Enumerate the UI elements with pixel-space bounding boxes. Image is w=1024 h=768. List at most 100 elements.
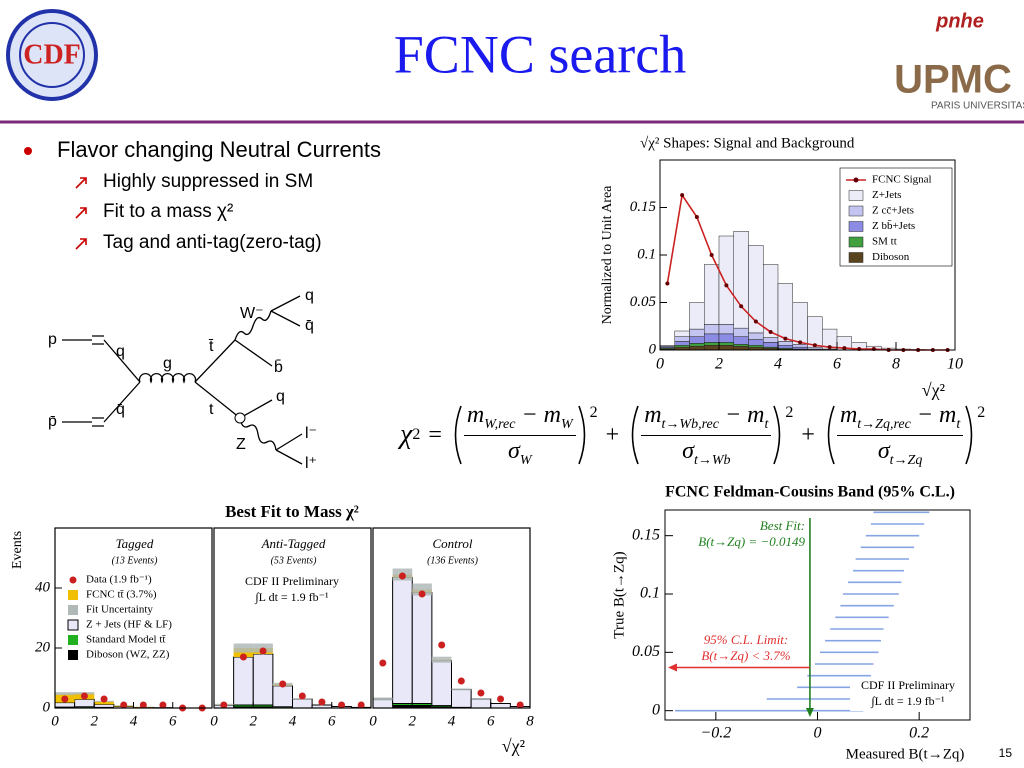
data-point xyxy=(477,689,485,697)
legend-label: Z+Jets xyxy=(872,189,901,201)
x-tick-label: 0 xyxy=(210,713,218,729)
bullet-dot xyxy=(24,147,32,155)
diagram-label: q xyxy=(276,388,285,405)
fit-uncertainty xyxy=(412,583,432,596)
subscript: W xyxy=(560,416,573,432)
fit-uncertainty xyxy=(233,643,254,653)
hist-bar xyxy=(733,344,749,347)
x-tick-label: 0 xyxy=(51,713,59,729)
eq-equals: = xyxy=(428,421,442,448)
legend-swatch xyxy=(848,190,864,201)
hist-bar xyxy=(792,346,808,350)
y-tick-label: 0 xyxy=(43,699,51,715)
denominator: σt→Zq xyxy=(878,436,923,469)
x-tick-label: 0 xyxy=(814,725,822,742)
data-point xyxy=(159,701,167,709)
panel-subtitle: (13 Events) xyxy=(112,555,158,566)
data-point xyxy=(61,695,69,703)
data-point xyxy=(318,698,326,706)
x-tick-label: 6 xyxy=(487,713,495,729)
legend-label: Diboson (WZ, ZZ) xyxy=(86,649,170,661)
y-tick-label: 0 xyxy=(652,701,660,718)
hist-bar xyxy=(792,344,808,348)
symbol: m xyxy=(839,402,858,428)
fraction: mt→Wb,rec − mt σt→Wb xyxy=(641,402,772,469)
eq-power: 2 xyxy=(412,426,421,444)
legend-label: Z bb̄+Jets xyxy=(872,220,915,232)
best-fit-arrow xyxy=(805,708,814,717)
line xyxy=(194,339,273,419)
z-boson xyxy=(239,417,277,451)
symbol: m xyxy=(644,402,662,428)
signal-marker xyxy=(709,253,714,257)
denominator: σt→Wb xyxy=(682,436,730,469)
hist-bar xyxy=(792,302,808,345)
eq-plus: + xyxy=(605,421,620,448)
hist-bar xyxy=(689,302,705,330)
hist-bar xyxy=(411,592,433,704)
y-tick-label: 0.05 xyxy=(630,294,657,310)
symbol: σ xyxy=(508,437,520,464)
hist-bar xyxy=(674,345,690,348)
diagram-label: p xyxy=(48,331,57,348)
hist-bar xyxy=(54,702,76,708)
hist-bar xyxy=(763,264,779,338)
best-fit-label: B(t→Zq) = −0.0149 xyxy=(698,534,805,549)
annotation-box xyxy=(850,677,968,711)
line xyxy=(270,295,301,327)
hist-bar xyxy=(718,342,734,346)
legend-label: FCNC Signal xyxy=(872,174,932,186)
paren xyxy=(827,406,835,465)
subscript: t→Wb,rec xyxy=(661,416,719,432)
y-tick-label: 0.1 xyxy=(640,585,660,602)
numerator: mW,rec − mW xyxy=(463,402,576,436)
data-point xyxy=(279,680,287,688)
y-tick-label: 40 xyxy=(35,579,51,595)
y-tick-label: 0.15 xyxy=(630,199,657,215)
fit-uncertainty xyxy=(451,688,472,691)
data-point xyxy=(398,572,406,580)
hist-bar xyxy=(272,685,293,708)
x-tick-label: 4 xyxy=(448,713,456,729)
hist-bar xyxy=(733,327,749,337)
hist-bar xyxy=(233,706,254,708)
symbol: − m xyxy=(724,402,765,428)
data-point xyxy=(259,647,267,655)
logo-left: CDF xyxy=(23,39,81,70)
limit-label: B(t→Zq) < 3.7% xyxy=(701,648,790,663)
sub-bullet-icon xyxy=(75,177,87,189)
eq-power: 2 xyxy=(785,404,794,421)
x-axis-label: √χ² xyxy=(502,736,525,756)
hist-bar xyxy=(490,703,511,709)
hist-bar xyxy=(733,336,749,345)
y-axis-label: Normalized to Unit Area xyxy=(600,185,615,325)
subscript: t xyxy=(956,416,961,432)
paren xyxy=(773,406,781,465)
data-point xyxy=(457,677,465,685)
y-axis-label: True B(t→Zq) xyxy=(611,551,627,638)
paren xyxy=(965,406,973,465)
subscript: t→Zq xyxy=(889,452,923,468)
sub-bullet: Fit to a mass χ² xyxy=(103,201,233,222)
paren-stroke xyxy=(631,406,639,465)
diagram-label: q̄ xyxy=(305,317,314,334)
subscript: W,rec xyxy=(484,416,516,432)
hist-bar xyxy=(470,698,492,709)
x-tick-label: 2 xyxy=(91,713,99,729)
subscript: t→Wb xyxy=(693,452,731,468)
hist-bar xyxy=(253,706,273,708)
diagram-label: Z xyxy=(236,436,246,453)
y-axis-label: Events xyxy=(10,531,25,569)
diagram-labels: p p̄ q q̄ g t̄ t W⁻ q q̄ b̄ q Z l⁻ l⁺ xyxy=(48,287,317,472)
logo-right-sub: PARIS UNIVERSITAS xyxy=(931,101,1024,112)
hist-bar xyxy=(431,660,452,707)
hist-bar xyxy=(392,577,413,704)
equation: χ 2 = mW,rec − mW σW 2 + mt→Wb,rec − mt σt→Wb 2 + mt→… xyxy=(400,402,985,469)
legend-swatch xyxy=(67,619,79,631)
eq-lhs: χ xyxy=(400,419,413,451)
legend-swatch xyxy=(68,605,78,615)
line xyxy=(62,381,141,427)
diagram-label: W⁻ xyxy=(240,305,264,322)
page-number: 15 xyxy=(999,746,1013,760)
y-tick-label: 0.15 xyxy=(632,526,660,543)
